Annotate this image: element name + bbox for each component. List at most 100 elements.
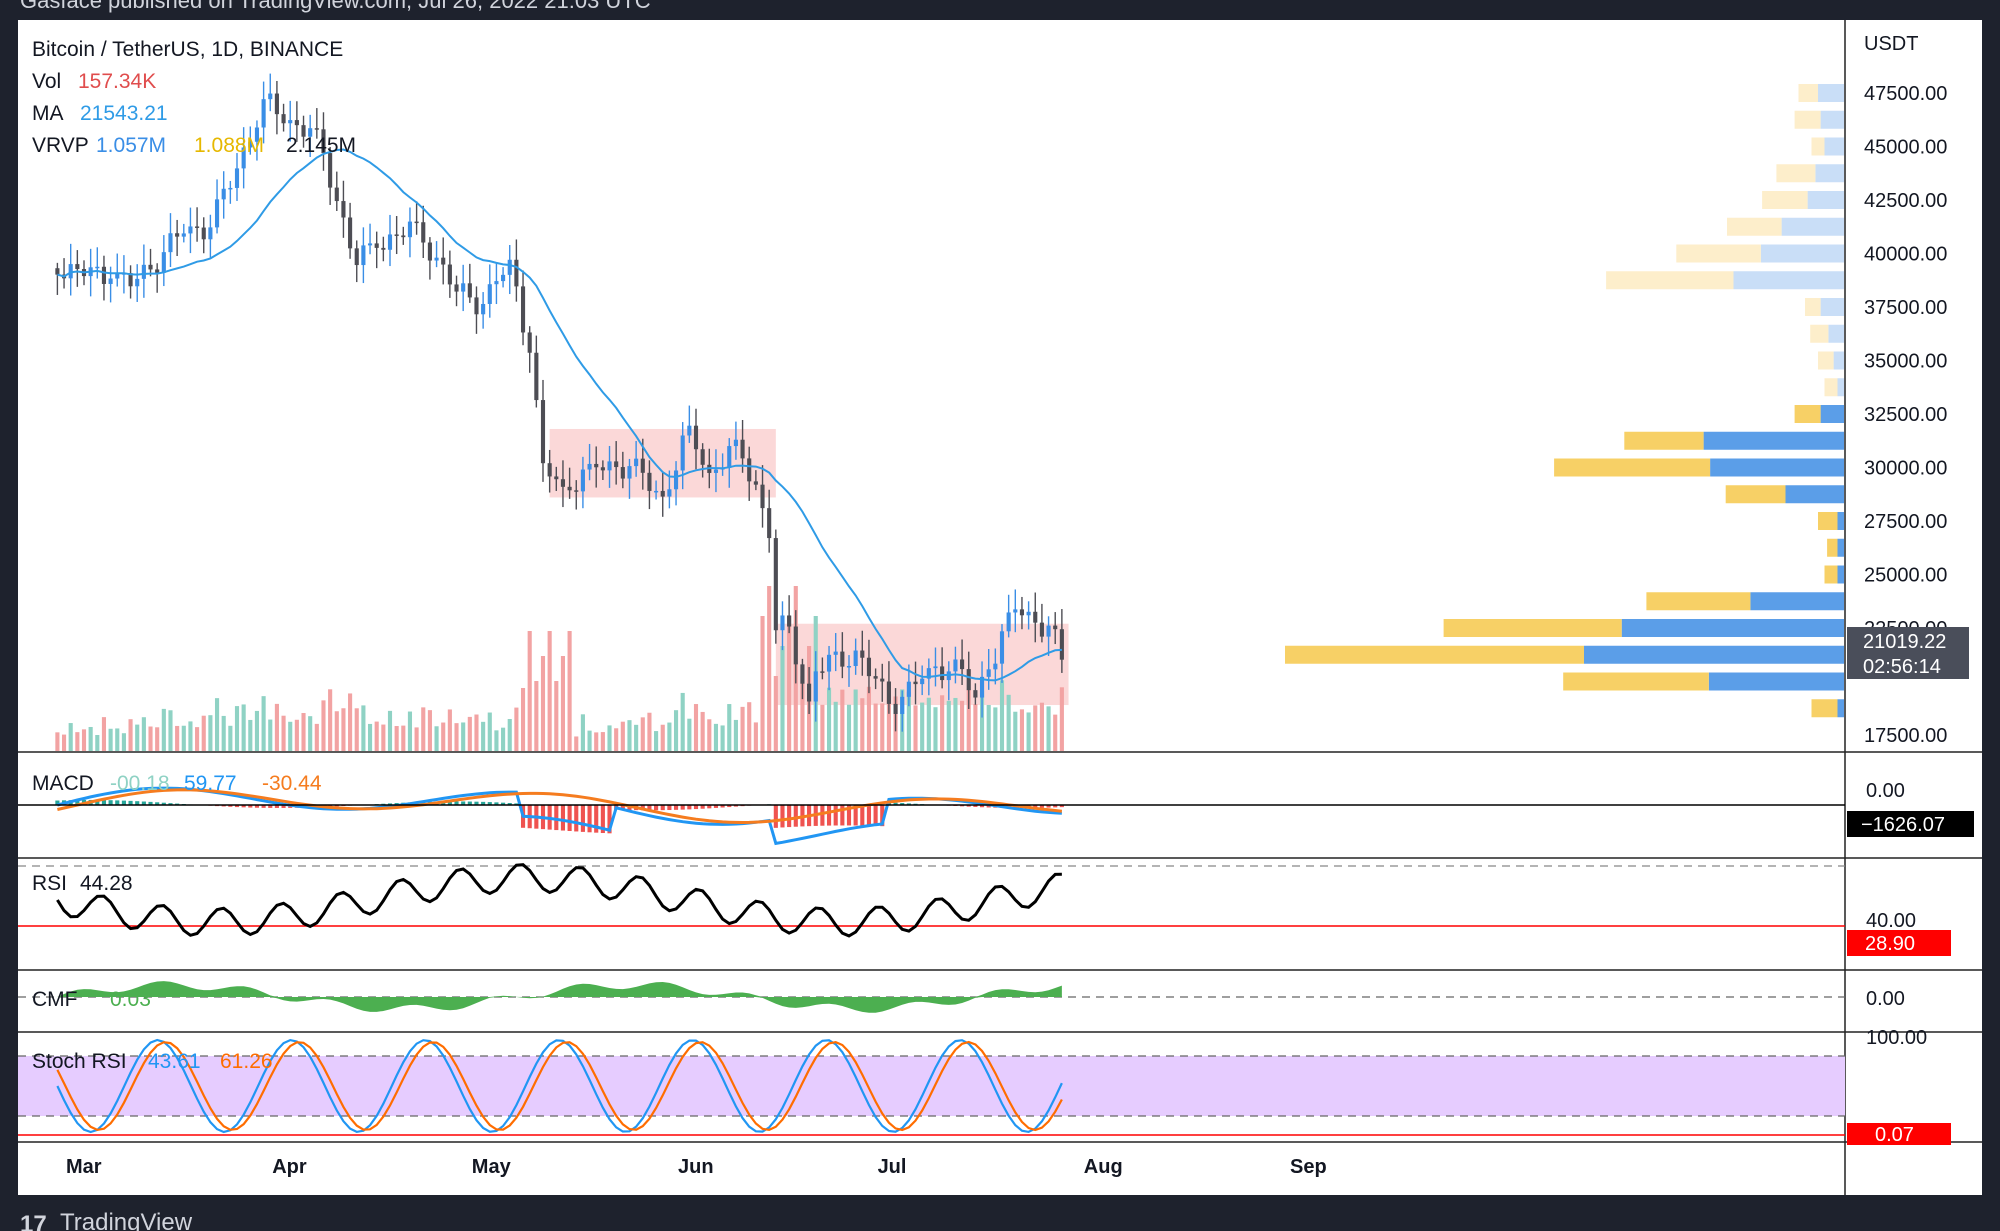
vrvp-value-2: 1.088M bbox=[194, 134, 264, 157]
macd-hist-bar bbox=[95, 799, 100, 805]
macd-hist-bar bbox=[115, 800, 120, 805]
bar-countdown: 02:56:14 bbox=[1863, 656, 1941, 678]
rsi-label: RSI bbox=[32, 872, 67, 895]
candle-body bbox=[1026, 611, 1031, 616]
volume-bar bbox=[607, 725, 612, 751]
volume-bar bbox=[933, 707, 938, 751]
candle-body bbox=[334, 187, 339, 202]
price-tick-label: 32500.00 bbox=[1864, 404, 1947, 426]
candle-body bbox=[434, 257, 439, 261]
candle-body bbox=[361, 245, 366, 266]
volume-bar bbox=[348, 693, 353, 751]
volume-bar bbox=[181, 725, 186, 751]
macd-axis-badge-bg bbox=[1847, 811, 1974, 837]
stoch-rsi-band bbox=[18, 1056, 1845, 1116]
macd-hist-bar bbox=[501, 802, 506, 805]
candle-body bbox=[787, 615, 792, 627]
candle-body bbox=[800, 664, 805, 684]
volume-bar bbox=[115, 728, 120, 751]
price-tick-label: 37500.00 bbox=[1864, 297, 1947, 319]
profile-down-bar bbox=[1554, 458, 1711, 477]
candle-body bbox=[155, 269, 160, 273]
volume-bar bbox=[966, 689, 971, 751]
chart-frame[interactable]: Bitcoin / TetherUS, 1D, BINANCE Vol 157.… bbox=[18, 20, 1982, 1195]
volume-bar bbox=[993, 707, 998, 751]
candle-body bbox=[314, 128, 319, 130]
time-tick-label: Apr bbox=[272, 1156, 307, 1178]
volume-bar bbox=[374, 721, 379, 751]
volume-bar bbox=[547, 631, 552, 751]
chart-svg[interactable]: Bitcoin / TetherUS, 1D, BINANCE Vol 157.… bbox=[18, 20, 1982, 1195]
time-axis[interactable]: Mar Apr May Jun Jul Aug Sep bbox=[66, 1156, 1327, 1178]
profile-up-bar bbox=[1781, 217, 1844, 236]
volume-bar bbox=[660, 724, 665, 751]
volume-bar bbox=[554, 681, 559, 751]
candle-body bbox=[421, 222, 426, 243]
profile-down-bar bbox=[1827, 538, 1838, 557]
candle-body bbox=[873, 676, 878, 679]
stoch-label: Stoch RSI bbox=[32, 1050, 127, 1073]
candle-body bbox=[507, 259, 512, 275]
candle-body bbox=[966, 669, 971, 691]
volume-bar bbox=[387, 710, 393, 751]
volume-bar bbox=[620, 721, 625, 751]
candle-body bbox=[141, 264, 146, 279]
volume-bar bbox=[201, 715, 206, 751]
candle-body bbox=[773, 538, 778, 631]
volume-bar bbox=[1006, 694, 1011, 751]
time-tick-label: Jul bbox=[878, 1156, 907, 1178]
volume-bar bbox=[520, 687, 526, 751]
macd-hist-bar bbox=[860, 805, 865, 826]
volume-bar bbox=[574, 736, 579, 751]
macd-hist-bar bbox=[979, 805, 985, 808]
volume-bar bbox=[414, 727, 419, 751]
profile-down-bar bbox=[1824, 378, 1838, 397]
volume-bar bbox=[308, 716, 313, 751]
volume-bar bbox=[833, 701, 838, 751]
candle-body bbox=[667, 489, 672, 497]
profile-down-bar bbox=[1606, 271, 1734, 290]
macd-hist-bar bbox=[773, 805, 778, 828]
volume-bar bbox=[587, 730, 592, 751]
last-price-badge: 21019.22 02:56:14 bbox=[1847, 627, 1969, 679]
symbol-title: Bitcoin / TetherUS, 1D, BINANCE bbox=[32, 38, 343, 61]
candle-body bbox=[441, 257, 446, 265]
time-tick-label: Aug bbox=[1084, 1156, 1123, 1178]
macd-hist-bar bbox=[1053, 805, 1058, 808]
volume-bar bbox=[61, 734, 67, 751]
candle-body bbox=[580, 469, 585, 492]
profile-down-bar bbox=[1810, 324, 1829, 343]
candle-body bbox=[973, 690, 978, 698]
volume-bar bbox=[141, 717, 146, 751]
macd-hist-bar bbox=[1059, 805, 1064, 808]
volume-bar bbox=[727, 704, 732, 751]
volume-bar bbox=[527, 631, 532, 751]
volume-bar bbox=[999, 680, 1005, 751]
macd-hist-bar bbox=[161, 802, 166, 805]
macd-hist-bar bbox=[108, 800, 113, 805]
volume-bar bbox=[108, 728, 113, 751]
candle-body bbox=[960, 659, 965, 670]
candlesticks[interactable] bbox=[55, 73, 1064, 732]
macd-hist-bar bbox=[514, 803, 519, 805]
macd-hist-bar bbox=[387, 803, 393, 805]
candle-body bbox=[175, 233, 180, 237]
candle-body bbox=[115, 273, 120, 279]
macd-hist-bar bbox=[620, 805, 625, 810]
candle-body bbox=[128, 273, 133, 287]
volume-bar bbox=[274, 703, 279, 751]
volume-bar bbox=[234, 706, 240, 751]
macd-hist-bar bbox=[560, 805, 566, 831]
candle-body bbox=[560, 479, 566, 487]
volume-bar bbox=[241, 704, 246, 751]
rsi-value: 44.28 bbox=[80, 872, 133, 895]
candle-body bbox=[214, 199, 220, 228]
macd-hist-bar bbox=[454, 801, 459, 805]
profile-up-bar bbox=[1820, 298, 1844, 316]
candle-body bbox=[161, 252, 166, 273]
volume-bar bbox=[846, 704, 852, 751]
vol-value: 157.34K bbox=[78, 70, 156, 93]
macd-hist-bar bbox=[866, 805, 872, 826]
volume-bar bbox=[826, 687, 832, 751]
macd-hist-bar bbox=[600, 805, 605, 834]
